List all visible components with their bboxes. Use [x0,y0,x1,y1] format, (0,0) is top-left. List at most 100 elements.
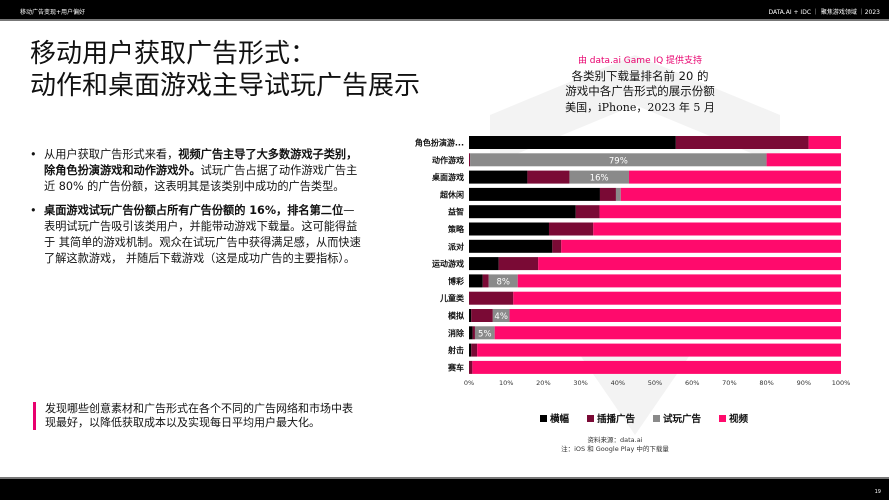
bar-segment [469,153,471,167]
category-label: 派对 [448,241,464,251]
category-label: 赛车 [447,362,464,372]
chart-header: 由 data.ai Game IQ 提供支持 各类别下载量排名前 20 的 游戏… [540,53,740,115]
bar-segment [469,274,483,288]
bar-segment [569,170,629,184]
bar-segment [474,326,495,340]
bar-segment [469,360,473,374]
bar-segment [469,291,514,305]
bullet-dot: • [30,148,37,161]
bar-segment [472,360,841,374]
report-label: DATA.AI + IDC ｜ 聚焦游戏领域 ｜2023 [768,9,880,16]
chevron-watermark-icon [490,55,780,435]
top-bar: 移动广告变现+用户偏好 DATA.AI + IDC ｜ 聚焦游戏领域 ｜2023 [0,0,889,21]
category-label: 益智 [448,207,464,217]
bar-segment [513,291,841,305]
legend-item: 横幅 [540,411,569,425]
legend-label: 视频 [729,414,749,425]
category-label: 动作游戏 [432,155,464,165]
bar-segment [575,205,600,219]
footer-bar: 19 [0,477,889,500]
category-label: 博彩 [448,276,464,286]
category-label: 模拟 [448,311,464,321]
bar-segment [548,222,594,236]
legend-label: 插播广告 [597,414,636,425]
chart-source-credit: 由 data.ai Game IQ 提供支持 [577,56,703,66]
chart-title-line-2: 游戏中各广告形式的展示份额 [565,84,715,98]
chart-legend: 横幅 插播广告 试玩广告 视频 [540,411,748,425]
legend-item: 插播广告 [587,411,635,425]
bullet-text: 试玩广告占据了动作游戏广告主近 80% 的广告份额，这表明其是该类别中成功的广告… [44,164,358,194]
legend-swatch [587,415,595,422]
bar-segment [472,326,475,340]
x-tick-label: 0% [464,379,474,387]
category-label: 策略 [448,224,465,234]
bullet-bold-text: 桌面游戏试玩广告份额占所有广告份额的 16%，排名第二位 [44,203,344,217]
bar-segment [469,205,576,219]
bar-segment [470,153,767,167]
category-label: 射击 [447,345,464,355]
bar-segment [469,222,549,236]
chart-subtitle: 美国，iPhone，2023 年 5 月 [565,101,715,114]
bar-segment [494,326,841,340]
x-tick-label: 50% [648,379,662,387]
bar-segment [628,170,841,184]
bar-segment [469,326,473,340]
bar-segment [469,257,499,271]
bullet-bold-text: 视频广告主导了大多数游戏子类别，除角色扮演游戏和动作游戏外。 [44,148,358,178]
legend-swatch [540,415,547,422]
data-source-note: 资料来源：data.ai [587,436,643,444]
category-label: 角色扮演游... [415,138,464,148]
legend-label: 试玩广告 [663,414,702,425]
chart-title: 各类别下载量排名前 20 的 游戏中各广告形式的展示份额 [540,69,740,99]
bar-segment [469,239,553,253]
bar-segment [492,309,510,322]
bar-segment [477,343,841,357]
bar-segment [599,205,841,219]
bar-segment [469,187,600,201]
bullet-text: — 表明试玩广告吸引该类用户，并能带动游戏下载量。这可能得益于 其简单的游戏机制… [44,203,361,266]
bar-segment [471,343,478,357]
bar-segment [509,309,841,322]
bar-segment [469,170,528,184]
x-tick-label: 80% [759,379,773,387]
bar-segment [620,187,841,201]
data-label: 79% [609,156,628,166]
bullet-item: • 桌面游戏试玩广告份额占所有广告份额的 16%，排名第二位— 表明试玩广告吸引… [30,203,362,268]
bar-segment [469,343,472,357]
title-line-2: 动作和桌面游戏主导试玩广告展示 [30,71,421,101]
bar-segment [552,239,562,253]
category-label: 桌面游戏 [431,172,464,182]
bar-segment [517,274,841,288]
bar-segment [527,170,570,184]
page-number: 19 [874,489,881,495]
category-label: 消除 [448,328,465,338]
section-label: 移动广告变现+用户偏好 [20,9,86,16]
legend-label: 横幅 [550,414,570,425]
bar-segment [675,136,809,149]
category-label: 儿童类 [439,293,464,303]
bar-segment [766,153,841,167]
bullet-list: • 从用户获取广告形式来看，视频广告主导了大多数游戏子类别，除角色扮演游戏和动作… [30,147,362,274]
category-label: 运动游戏 [432,259,464,269]
x-tick-label: 20% [536,379,550,387]
x-tick-label: 10% [499,379,513,387]
legend-swatch [719,415,727,422]
bullet-item: • 从用户获取广告形式来看，视频广告主导了大多数游戏子类别，除角色扮演游戏和动作… [30,147,362,196]
x-tick-label: 90% [797,379,811,387]
chart-title-line-1: 各类别下载量排名前 20 的 [571,69,709,83]
x-tick-label: 70% [722,379,736,387]
legend-item: 试玩广告 [653,411,701,425]
bar-segment [538,257,841,271]
data-label: 5% [478,329,492,339]
bar-segment [488,274,518,288]
x-tick-label: 30% [573,379,587,387]
download-note: 注：iOS 和 Google Play 中的下载量 [561,445,669,453]
category-label: 超休闲 [439,189,464,199]
bar-segment [615,187,621,201]
bar-segment [599,187,616,201]
bar-segment [561,239,841,253]
bar-segment [498,257,539,271]
page-title: 移动用户获取广告形式： 动作和桌面游戏主导试玩广告展示 [30,38,420,102]
x-tick-label: 60% [685,379,699,387]
